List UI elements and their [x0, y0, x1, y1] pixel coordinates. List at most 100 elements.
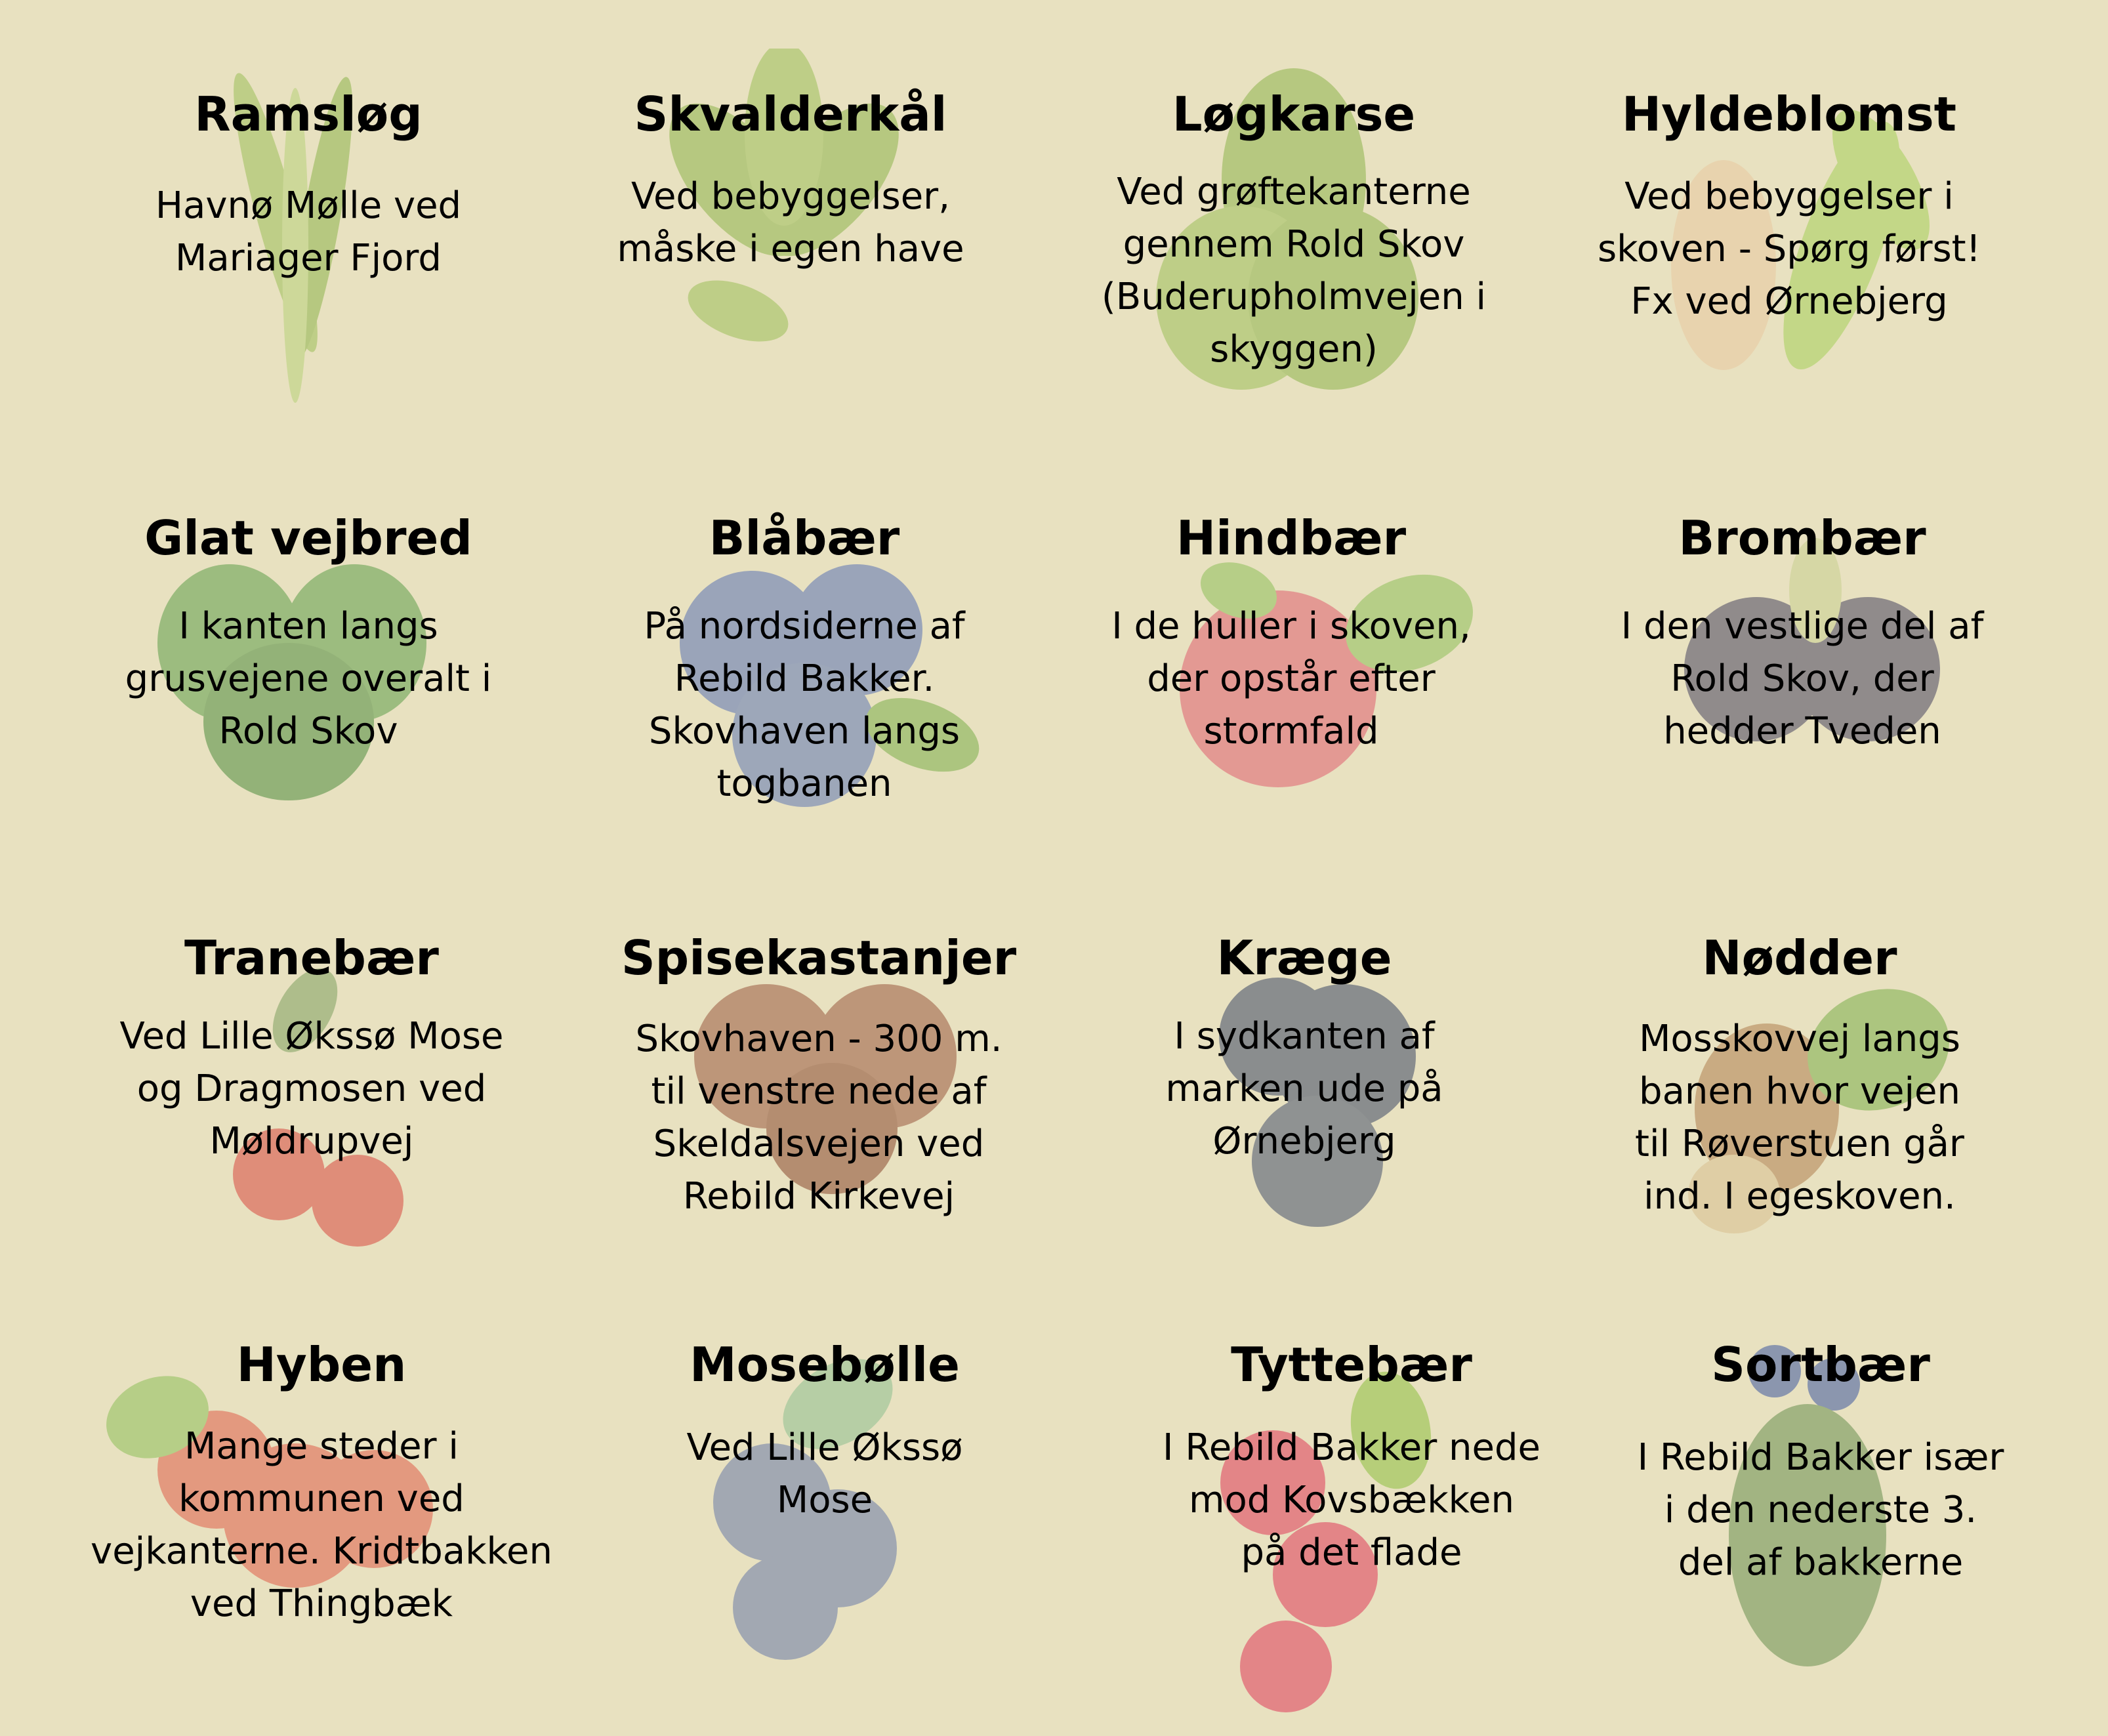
plant-title: Glat vejbred — [144, 510, 472, 566]
blackberry-icon — [1684, 538, 1940, 741]
plant-title: Hyben — [236, 1337, 407, 1392]
illustration-shape — [1748, 1345, 1801, 1397]
plant-title: Løgkarse — [1172, 87, 1416, 142]
illustration-shape — [1684, 597, 1829, 741]
plant-location: I kanten langs grusvejene overalt i Rold… — [125, 605, 492, 753]
plant-card: Brombær I den vestlige del af Rold Skov, … — [1553, 472, 2052, 892]
plant-title: Ramsløg — [194, 87, 423, 142]
plant-title: Brombær — [1678, 510, 1926, 566]
illustration-shape — [1789, 538, 1842, 643]
illustration-shape — [1273, 1522, 1378, 1627]
illustration-shape — [783, 1359, 893, 1449]
illustration-shape — [1346, 574, 1473, 672]
illustration-shape — [312, 1155, 403, 1247]
plant-location: Ved Lille Økssø Mose — [686, 1426, 963, 1521]
illustration-shape — [791, 564, 922, 695]
illustration-shape — [1729, 1404, 1886, 1666]
plantain-icon — [157, 564, 426, 800]
blueberry-icon — [680, 564, 980, 807]
plant-card: Skvalderkål Ved bebyggelser, måske i egen… — [541, 49, 1040, 468]
plant-title: Blåbær — [709, 510, 900, 566]
garlic-mustard-icon — [1156, 68, 1418, 390]
plant-location: Mange steder i kommunen ved vejkanterne.… — [91, 1425, 552, 1625]
plant-location: Ved bebyggelser i skoven - Spørg først! … — [1597, 175, 1981, 323]
rosehip-icon — [106, 1376, 433, 1588]
illustration-shape — [1248, 206, 1418, 390]
hazelnut-icon — [1688, 989, 1949, 1233]
plant-card: Hyldeblomst Ved bebyggelser i skoven - Sp… — [1540, 49, 2038, 468]
plant-location: Havnø Mølle ved Mariager Fjord — [155, 184, 462, 279]
illustration-shape — [766, 1063, 898, 1194]
illustration-shape — [688, 280, 789, 342]
illustration-shape — [1200, 562, 1277, 619]
illustration-shape — [272, 968, 338, 1052]
illustration-shape — [1796, 597, 1940, 741]
chestnut-icon — [694, 984, 957, 1194]
plant-title: Sortbær — [1711, 1337, 1930, 1392]
lingonberry-icon — [1220, 1371, 1432, 1712]
plant-title: Mosebølle — [690, 1337, 960, 1392]
ground-elder-leaves-icon — [669, 49, 899, 342]
plant-card: Tyttebær I Rebild Bakker nede mod Kovsbæk… — [1102, 1299, 1601, 1719]
cranberry-icon — [233, 968, 403, 1247]
plant-card: Ramsløg Havnø Mølle ved Mariager Fjord — [59, 49, 558, 468]
crowberry-icon — [1729, 1345, 1886, 1666]
illustration-shape — [1688, 1155, 1780, 1233]
plant-card: Glat vejbred I kanten langs grusvejene ov… — [59, 472, 558, 892]
illustration-shape — [1180, 590, 1376, 787]
illustration-shape — [233, 1128, 325, 1220]
illustration-shape — [1832, 110, 1930, 250]
plant-title: Hindbær — [1176, 510, 1407, 566]
plant-location: Ved bebyggelser, måske i egen have — [617, 175, 964, 270]
illustration-shape — [1671, 160, 1776, 370]
plant-location: I sydkanten af marken ude på Ørnebjerg — [1165, 1015, 1443, 1163]
plant-location: Ved Lille Økssø Mose og Dragmosen ved Mø… — [119, 1015, 504, 1163]
plant-card: Tranebær Ved Lille Økssø Mose og Dragmose… — [62, 892, 561, 1312]
illustration-shape — [315, 1450, 433, 1568]
elderflower-icon — [1671, 110, 1930, 370]
illustration-shape — [282, 88, 308, 403]
illustration-shape — [1695, 1023, 1839, 1194]
plant-card: Hindbær I de huller i skoven, der opstår … — [1042, 472, 1540, 892]
plant-location: Ved grøftekanterne gennem Rold Skov (Bud… — [1101, 171, 1487, 371]
plant-title: Hyldeblomst — [1621, 87, 1957, 142]
plant-title: Skvalderkål — [634, 87, 947, 142]
plant-title: Spisekastanjer — [621, 930, 1017, 985]
plum-icon — [1219, 978, 1416, 1227]
illustration-shape — [1808, 989, 1949, 1111]
raspberry-icon — [1180, 562, 1473, 787]
illustration-shape — [1240, 1621, 1332, 1712]
plant-title: Tranebær — [184, 930, 439, 985]
bog-bilberry-icon — [713, 1359, 897, 1660]
plant-card: Blåbær På nordsiderne af Rebild Bakker. S… — [555, 472, 1054, 892]
plant-location: I Rebild Bakker især i den nederste 3. d… — [1637, 1436, 2004, 1584]
plant-location: Mosskovvej langs banen hvor vejen til Rø… — [1635, 1018, 1964, 1218]
illustration-shape — [1220, 1430, 1325, 1535]
illustration-shape — [745, 49, 823, 226]
illustration-shape — [733, 1555, 838, 1660]
illustration-shape — [1252, 1096, 1383, 1227]
illustration-shape — [865, 697, 980, 772]
plant-location: På nordsiderne af Rebild Bakker. Skovhav… — [644, 605, 965, 805]
plant-title: Nødder — [1702, 930, 1897, 985]
illustration-shape — [106, 1376, 209, 1458]
plant-card: Kræge I sydkanten af marken ude på Ørnebj… — [1055, 892, 1554, 1312]
illustration-shape — [203, 643, 374, 800]
plant-title: Kræge — [1216, 930, 1392, 985]
illustration-shape — [1271, 984, 1416, 1128]
plant-title: Tyttebær — [1231, 1337, 1472, 1392]
plant-card: Spisekastanjer Skovhaven - 300 m. til ven… — [569, 892, 1068, 1312]
plant-card: Hyben Mange steder i kommunen ved vejkant… — [72, 1299, 571, 1719]
plant-card: Nødder Mosskovvej langs banen hvor vejen … — [1550, 892, 2049, 1312]
illustration-shape — [1808, 1358, 1860, 1411]
plant-card: Sortbær I Rebild Bakker især i den neders… — [1571, 1299, 2070, 1719]
illustration-shape — [732, 663, 877, 807]
illustration-shape — [1350, 1371, 1432, 1489]
plant-location: I Rebild Bakker nede mod Kovsbækken på d… — [1163, 1426, 1540, 1574]
plant-location: Skovhaven - 300 m. til venstre nede af S… — [635, 1018, 1002, 1218]
plant-location: I de huller i skoven, der opstår efter s… — [1111, 605, 1471, 753]
wild-garlic-leaves-icon — [234, 73, 353, 403]
plant-location: I den vestlige del af Rold Skov, der hed… — [1621, 605, 1984, 753]
plant-card: Mosebølle Ved Lille Økssø Mose — [575, 1299, 1074, 1719]
plant-card: Løgkarse Ved grøftekanterne gennem Rold S… — [1044, 49, 1543, 468]
